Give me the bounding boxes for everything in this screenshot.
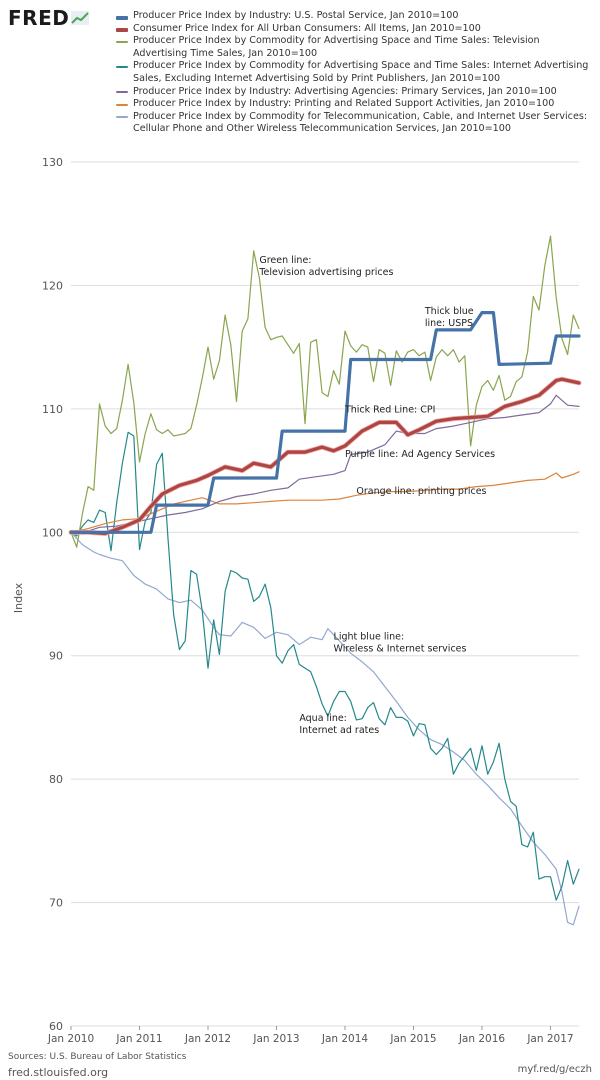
- legend-label: Producer Price Index by Commodity for Ad…: [133, 35, 540, 59]
- x-tick-label: Jan 2013: [252, 1033, 299, 1045]
- x-tick-label: Jan 2014: [321, 1033, 369, 1045]
- fred-logo-text: FRED: [8, 6, 70, 30]
- chart-annotation: Thick blue line: USPS: [424, 306, 474, 329]
- legend-swatch: [116, 40, 128, 43]
- y-tick-label: 60: [49, 1020, 63, 1033]
- chart-annotation: Light blue line: Wireless & Internet serv…: [334, 632, 467, 655]
- series-line-tv: [70, 235, 580, 548]
- y-tick-label: 80: [49, 773, 63, 786]
- legend-label: Producer Price Index by Commodity for Ad…: [133, 60, 589, 84]
- legend-item-tv: Producer Price Index by Commodity for Ad…: [116, 35, 596, 60]
- y-axis-title: Index: [12, 582, 25, 613]
- series-line-internet: [70, 431, 580, 901]
- legend-label: Producer Price Index by Industry: Advert…: [133, 85, 557, 97]
- x-tick-label: Jan 2010: [47, 1033, 94, 1045]
- legend-item-printing: Producer Price Index by Industry: Printi…: [116, 98, 596, 111]
- series-line-usps: [69, 311, 581, 534]
- legend-swatch: [116, 91, 128, 94]
- trend-chart-icon: [71, 11, 90, 25]
- legend-item-usps: Producer Price Index by Industry: U.S. P…: [116, 10, 596, 23]
- x-tick-label: Jan 2016: [458, 1033, 506, 1045]
- y-tick-label: 110: [42, 403, 63, 416]
- series-line-agency: [70, 394, 580, 533]
- legend-item-internet: Producer Price Index by Commodity for Ad…: [116, 60, 596, 85]
- source-note: Sources: U.S. Bureau of Labor Statistics: [8, 1052, 187, 1062]
- y-tick-label: 90: [49, 650, 63, 663]
- series-line-cpi: [69, 377, 581, 536]
- y-tick-label: 120: [42, 279, 63, 292]
- legend-swatch: [116, 116, 128, 119]
- chart-annotation: Green line: Television advertising prices: [258, 255, 393, 278]
- chart-annotation: Orange line: printing prices: [356, 486, 486, 497]
- fred-logo: FRED: [8, 6, 90, 30]
- chart-annotation: Aqua line: Internet ad rates: [299, 713, 379, 736]
- y-tick-label: 130: [42, 156, 63, 169]
- legend-item-wireless: Producer Price Index by Commodity for Te…: [116, 111, 596, 136]
- legend-swatch: [116, 28, 128, 33]
- series-line-printing: [70, 471, 580, 533]
- legend-swatch: [116, 15, 128, 20]
- chart-annotation: Purple line: Ad Agency Services: [345, 449, 495, 460]
- site-url[interactable]: fred.stlouisfed.org: [8, 1066, 109, 1079]
- short-url[interactable]: myf.red/g/eczh: [517, 1064, 592, 1075]
- series-line-wireless: [70, 531, 580, 926]
- x-tick-label: Jan 2011: [115, 1033, 162, 1045]
- legend-label: Producer Price Index by Commodity for Te…: [133, 110, 588, 135]
- x-tick-label: Jan 2015: [389, 1033, 436, 1045]
- chart-legend: Producer Price Index by Industry: U.S. P…: [116, 10, 596, 136]
- legend-swatch: [116, 103, 128, 106]
- y-tick-label: 100: [42, 526, 63, 539]
- y-tick-label: 70: [49, 897, 63, 910]
- chart-annotation: Thick Red Line: CPI: [344, 405, 435, 416]
- legend-item-agency: Producer Price Index by Industry: Advert…: [116, 86, 596, 99]
- legend-label: Producer Price Index by Industry: Printi…: [133, 98, 555, 110]
- x-tick-label: Jan 2012: [184, 1033, 231, 1045]
- legend-label: Consumer Price Index for All Urban Consu…: [133, 22, 481, 34]
- legend-label: Producer Price Index by Industry: U.S. P…: [133, 10, 459, 21]
- legend-item-cpi: Consumer Price Index for All Urban Consu…: [116, 23, 596, 36]
- legend-swatch: [116, 65, 128, 68]
- x-tick-label: Jan 2017: [526, 1033, 573, 1045]
